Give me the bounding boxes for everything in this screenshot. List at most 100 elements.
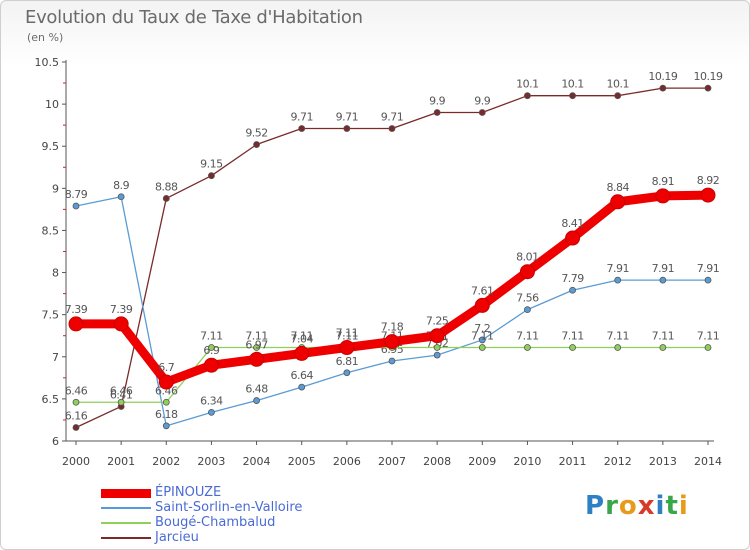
data-label: 7.11 xyxy=(697,330,720,343)
data-label: 7.2 xyxy=(474,322,490,335)
data-label: 6.7 xyxy=(158,361,174,374)
legend-label: ÉPINOUZE xyxy=(155,485,222,500)
data-point xyxy=(659,84,667,92)
data-point xyxy=(610,194,626,210)
data-point xyxy=(569,286,576,294)
data-point xyxy=(162,422,170,430)
x-tick-label: 2007 xyxy=(378,455,406,468)
data-point xyxy=(343,369,351,377)
data-point xyxy=(158,374,174,390)
data-point xyxy=(659,344,667,351)
data-label: 9.9 xyxy=(474,95,490,108)
y-tick-label: 7 xyxy=(52,351,59,364)
data-label: 6.46 xyxy=(110,384,133,397)
data-point xyxy=(298,125,306,132)
x-tick-label: 2011 xyxy=(559,455,587,468)
logo-letter: t xyxy=(665,491,679,521)
legend-label: Saint-Sorlin-en-Valloire xyxy=(155,500,303,515)
data-point xyxy=(203,357,219,373)
data-point xyxy=(478,336,486,344)
data-point xyxy=(162,195,170,202)
data-label: 7.91 xyxy=(606,262,629,275)
data-label: 6.97 xyxy=(245,338,268,351)
data-point xyxy=(72,202,80,210)
data-label: 9.71 xyxy=(381,111,404,124)
x-tick-label: 2008 xyxy=(423,455,451,468)
y-tick-label: 7.5 xyxy=(42,309,60,322)
logo-letter: i xyxy=(655,491,666,521)
data-label: 6.18 xyxy=(155,408,178,421)
data-label: 8.9 xyxy=(113,179,129,192)
data-point xyxy=(72,424,80,431)
data-label: 6.9 xyxy=(203,344,219,357)
data-point xyxy=(253,397,260,404)
data-point xyxy=(569,344,576,351)
data-label: 7.04 xyxy=(290,332,313,345)
data-label: 7.61 xyxy=(471,284,494,297)
y-tick-label: 8 xyxy=(52,267,59,280)
data-label: 7.11 xyxy=(516,330,539,343)
data-label: 8.92 xyxy=(697,174,720,187)
data-label: 7.11 xyxy=(561,330,584,343)
unit-label: (en %) xyxy=(27,31,64,44)
data-point xyxy=(474,297,490,313)
data-point xyxy=(519,264,535,280)
data-point xyxy=(433,109,441,116)
logo-letter: o xyxy=(618,491,638,521)
data-label: 6.46 xyxy=(155,384,178,397)
data-point xyxy=(249,351,265,367)
y-tick-label: 9.5 xyxy=(42,140,60,153)
data-label: 9.9 xyxy=(429,95,445,108)
data-point xyxy=(704,344,712,351)
x-tick-label: 2009 xyxy=(468,455,496,468)
data-label: 8.91 xyxy=(652,175,675,188)
data-label: 9.52 xyxy=(245,127,268,140)
x-tick-label: 2000 xyxy=(62,455,90,468)
data-label: 7.11 xyxy=(471,330,494,343)
x-tick-label: 2010 xyxy=(513,455,541,468)
data-point xyxy=(433,344,441,351)
data-point xyxy=(614,92,622,100)
data-point xyxy=(614,344,622,351)
chart-title: Evolution du Taux de Taxe d'Habitation xyxy=(25,7,363,28)
data-point xyxy=(117,193,125,201)
x-tick-label: 2004 xyxy=(243,455,271,468)
data-point xyxy=(388,357,396,365)
data-label: 9.71 xyxy=(336,111,359,124)
data-point xyxy=(117,398,125,406)
data-point xyxy=(298,383,306,391)
data-point xyxy=(343,125,351,132)
data-point xyxy=(704,276,712,284)
legend-swatch xyxy=(101,507,151,509)
data-label: 7.18 xyxy=(381,321,404,334)
y-tick-label: 10.5 xyxy=(35,56,60,69)
x-tick-label: 2006 xyxy=(333,455,361,468)
data-point xyxy=(294,345,310,361)
data-point xyxy=(208,344,215,351)
data-label: 7.11 xyxy=(290,330,313,343)
data-label: 8.84 xyxy=(606,181,629,194)
data-point xyxy=(253,344,260,351)
legend-label: Bougé-Chambalud xyxy=(155,515,276,530)
data-label: 10.1 xyxy=(516,78,539,91)
data-label: 7.91 xyxy=(697,262,720,275)
legend-label: Jarcieu xyxy=(155,530,199,545)
data-label: 8.41 xyxy=(561,217,584,230)
data-point xyxy=(433,351,441,359)
data-label: 8.88 xyxy=(155,180,178,193)
data-label: 9.71 xyxy=(290,111,313,124)
x-tick-label: 2013 xyxy=(649,455,677,468)
logo-letter: x xyxy=(637,491,656,521)
logo-letter: i xyxy=(678,491,689,521)
logo-letter: r xyxy=(605,491,619,521)
data-point xyxy=(524,92,531,100)
data-point xyxy=(253,141,260,148)
x-tick-label: 2001 xyxy=(107,455,135,468)
legend-swatch xyxy=(101,488,151,498)
data-label: 7.39 xyxy=(110,303,133,316)
data-label: 7.11 xyxy=(606,330,629,343)
data-label: 7.25 xyxy=(426,315,449,328)
data-label: 6.64 xyxy=(290,369,313,382)
